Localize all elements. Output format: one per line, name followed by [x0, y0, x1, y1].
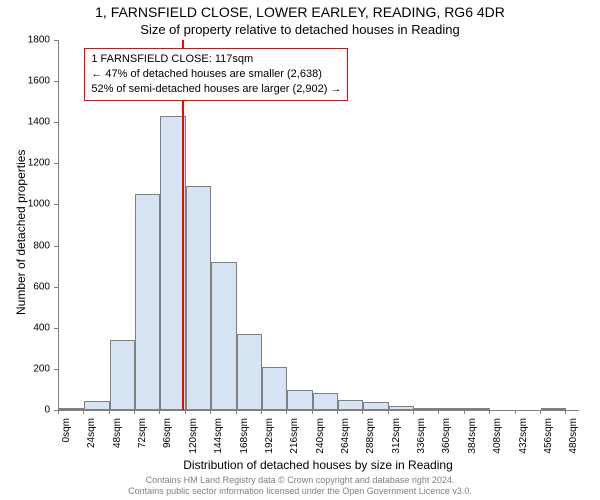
histogram-bar	[84, 401, 109, 410]
y-tick-mark	[54, 246, 58, 247]
histogram-bar	[110, 340, 135, 410]
histogram-plot: 1 FARNSFIELD CLOSE: 117sqm← 47% of detac…	[58, 40, 579, 411]
x-tick-label: 312sqm	[391, 418, 402, 468]
x-tick-label: 432sqm	[518, 418, 529, 468]
y-tick-label: 1000	[0, 199, 50, 210]
y-tick-mark	[54, 369, 58, 370]
histogram-bar	[313, 393, 338, 410]
x-tick-mark	[109, 410, 110, 414]
x-tick-label: 96sqm	[162, 418, 173, 468]
x-tick-label: 408sqm	[492, 418, 503, 468]
footer-line2: Contains public sector information licen…	[0, 486, 600, 498]
histogram-bar	[338, 400, 363, 410]
y-tick-mark	[54, 40, 58, 41]
page-title-line2: Size of property relative to detached ho…	[0, 22, 600, 37]
y-tick-label: 400	[0, 322, 50, 333]
x-tick-mark	[185, 410, 186, 414]
x-tick-mark	[261, 410, 262, 414]
x-tick-label: 168sqm	[239, 418, 250, 468]
annotation-box: 1 FARNSFIELD CLOSE: 117sqm← 47% of detac…	[84, 48, 348, 101]
x-tick-mark	[540, 410, 541, 414]
histogram-bar	[186, 186, 211, 410]
x-tick-mark	[515, 410, 516, 414]
x-tick-mark	[337, 410, 338, 414]
page-title-line1: 1, FARNSFIELD CLOSE, LOWER EARLEY, READI…	[0, 4, 600, 20]
x-tick-mark	[362, 410, 363, 414]
footer-line1: Contains HM Land Registry data © Crown c…	[0, 475, 600, 487]
y-tick-mark	[54, 81, 58, 82]
histogram-bar	[237, 334, 262, 410]
x-tick-label: 48sqm	[112, 418, 123, 468]
x-tick-mark	[134, 410, 135, 414]
x-tick-mark	[565, 410, 566, 414]
x-tick-mark	[464, 410, 465, 414]
x-tick-label: 288sqm	[365, 418, 376, 468]
histogram-bar	[287, 390, 312, 410]
x-tick-label: 120sqm	[188, 418, 199, 468]
histogram-bar	[262, 367, 287, 410]
histogram-bar	[59, 408, 84, 410]
x-tick-label: 144sqm	[213, 418, 224, 468]
x-tick-label: 72sqm	[137, 418, 148, 468]
histogram-bar	[363, 402, 388, 410]
annotation-line: 1 FARNSFIELD CLOSE: 117sqm	[91, 52, 341, 67]
y-tick-label: 0	[0, 405, 50, 416]
x-tick-label: 384sqm	[467, 418, 478, 468]
y-tick-label: 600	[0, 281, 50, 292]
annotation-line: ← 47% of detached houses are smaller (2,…	[91, 67, 341, 82]
x-tick-mark	[83, 410, 84, 414]
histogram-bar	[135, 194, 160, 410]
histogram-bar	[211, 262, 236, 410]
x-tick-label: 192sqm	[264, 418, 275, 468]
y-tick-label: 1600	[0, 76, 50, 87]
y-tick-label: 1800	[0, 35, 50, 46]
x-tick-mark	[286, 410, 287, 414]
x-tick-label: 360sqm	[441, 418, 452, 468]
x-tick-mark	[210, 410, 211, 414]
histogram-bar	[389, 406, 414, 410]
y-tick-mark	[54, 287, 58, 288]
x-tick-label: 0sqm	[61, 418, 72, 468]
y-tick-label: 800	[0, 240, 50, 251]
y-tick-label: 1400	[0, 117, 50, 128]
x-tick-mark	[159, 410, 160, 414]
x-tick-mark	[236, 410, 237, 414]
x-tick-label: 336sqm	[416, 418, 427, 468]
y-tick-mark	[54, 122, 58, 123]
x-tick-label: 456sqm	[543, 418, 554, 468]
x-tick-mark	[413, 410, 414, 414]
x-tick-mark	[58, 410, 59, 414]
x-tick-mark	[438, 410, 439, 414]
y-tick-label: 200	[0, 363, 50, 374]
histogram-bar	[465, 408, 490, 410]
histogram-bar	[541, 408, 566, 410]
x-tick-label: 240sqm	[315, 418, 326, 468]
y-tick-mark	[54, 204, 58, 205]
footer-attribution: Contains HM Land Registry data © Crown c…	[0, 475, 600, 498]
x-tick-label: 264sqm	[340, 418, 351, 468]
x-tick-label: 216sqm	[289, 418, 300, 468]
x-tick-label: 480sqm	[568, 418, 579, 468]
y-tick-label: 1200	[0, 158, 50, 169]
x-tick-mark	[312, 410, 313, 414]
histogram-bar	[414, 408, 439, 410]
x-tick-label: 24sqm	[86, 418, 97, 468]
y-tick-mark	[54, 328, 58, 329]
x-tick-mark	[388, 410, 389, 414]
x-tick-mark	[489, 410, 490, 414]
histogram-bar	[439, 408, 464, 410]
y-tick-mark	[54, 163, 58, 164]
annotation-line: 52% of semi-detached houses are larger (…	[91, 82, 341, 97]
